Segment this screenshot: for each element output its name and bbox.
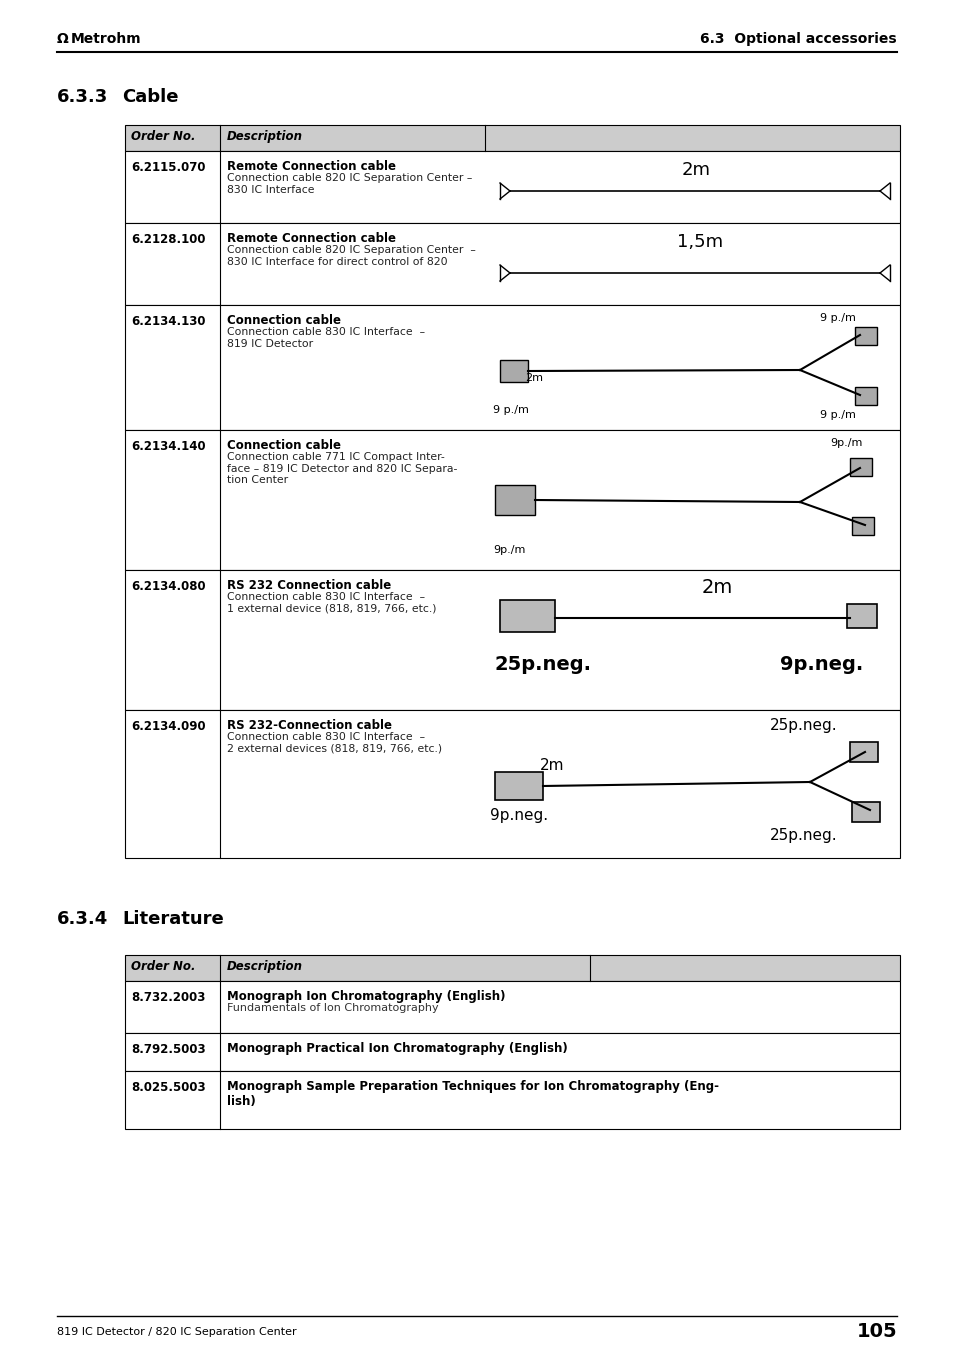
- Bar: [125, 955, 899, 981]
- Text: RS 232 Connection cable: RS 232 Connection cable: [227, 580, 391, 592]
- Bar: [125, 430, 899, 570]
- Text: 9 p./m: 9 p./m: [820, 313, 855, 323]
- Text: Remote Connection cable: Remote Connection cable: [227, 232, 395, 245]
- Text: 9 p./m: 9 p./m: [493, 405, 528, 415]
- Text: Connection cable 820 IC Separation Center –
830 IC Interface: Connection cable 820 IC Separation Cente…: [227, 173, 472, 195]
- Bar: [851, 517, 873, 535]
- Bar: [125, 126, 899, 151]
- Text: RS 232-Connection cable: RS 232-Connection cable: [227, 719, 392, 732]
- Text: 9p./m: 9p./m: [829, 438, 862, 449]
- Text: 8.732.2003: 8.732.2003: [131, 992, 205, 1004]
- Text: Connection cable 830 IC Interface  –
2 external devices (818, 819, 766, etc.): Connection cable 830 IC Interface – 2 ex…: [227, 732, 441, 754]
- Text: 6.2115.070: 6.2115.070: [131, 161, 205, 174]
- Text: 6.3.3: 6.3.3: [57, 88, 108, 105]
- Text: Literature: Literature: [122, 911, 224, 928]
- Bar: [849, 742, 877, 762]
- Bar: [125, 981, 899, 1034]
- Text: Fundamentals of Ion Chromatography: Fundamentals of Ion Chromatography: [227, 1002, 438, 1013]
- Text: 6.2134.140: 6.2134.140: [131, 440, 206, 453]
- Text: 6.2128.100: 6.2128.100: [131, 232, 205, 246]
- Text: 6.3.4: 6.3.4: [57, 911, 108, 928]
- Text: 6.2134.130: 6.2134.130: [131, 315, 205, 328]
- Bar: [846, 604, 876, 628]
- Text: Monograph Practical Ion Chromatography (English): Monograph Practical Ion Chromatography (…: [227, 1042, 567, 1055]
- Text: 9p.neg.: 9p.neg.: [490, 808, 548, 823]
- Text: Remote Connection cable: Remote Connection cable: [227, 159, 395, 173]
- Bar: [854, 386, 876, 405]
- Bar: [849, 458, 871, 476]
- Text: Order No.: Order No.: [131, 130, 195, 143]
- Text: 8.025.5003: 8.025.5003: [131, 1081, 206, 1094]
- Text: 9p./m: 9p./m: [493, 544, 525, 555]
- Text: 6.3  Optional accessories: 6.3 Optional accessories: [700, 32, 896, 46]
- Bar: [125, 711, 899, 858]
- Text: 9 p./m: 9 p./m: [820, 409, 855, 420]
- Bar: [495, 771, 542, 800]
- Text: Description: Description: [227, 130, 303, 143]
- Text: Connection cable 830 IC Interface  –
1 external device (818, 819, 766, etc.): Connection cable 830 IC Interface – 1 ex…: [227, 592, 436, 613]
- Text: 819 IC Detector / 820 IC Separation Center: 819 IC Detector / 820 IC Separation Cent…: [57, 1327, 296, 1337]
- Text: 25p.neg.: 25p.neg.: [495, 655, 592, 674]
- Text: 105: 105: [856, 1323, 896, 1342]
- Bar: [499, 359, 527, 382]
- Bar: [495, 485, 535, 515]
- Text: 6.2134.090: 6.2134.090: [131, 720, 206, 734]
- Text: Connection cable 830 IC Interface  –
819 IC Detector: Connection cable 830 IC Interface – 819 …: [227, 327, 425, 349]
- Text: Order No.: Order No.: [131, 961, 195, 973]
- Bar: [499, 600, 555, 632]
- Bar: [854, 327, 876, 345]
- Text: Monograph Sample Preparation Techniques for Ion Chromatography (Eng-
lish): Monograph Sample Preparation Techniques …: [227, 1079, 719, 1108]
- Text: Connection cable: Connection cable: [227, 439, 340, 453]
- Text: 25p.neg.: 25p.neg.: [769, 717, 837, 734]
- Bar: [125, 151, 899, 223]
- Text: Ω: Ω: [57, 32, 69, 46]
- Text: 9p.neg.: 9p.neg.: [780, 655, 862, 674]
- Text: Description: Description: [227, 961, 303, 973]
- Text: 2m: 2m: [681, 161, 710, 178]
- Bar: [125, 1034, 899, 1071]
- Text: 2m: 2m: [524, 373, 542, 382]
- Bar: [851, 802, 879, 821]
- Bar: [125, 305, 899, 430]
- Text: Metrohm: Metrohm: [71, 32, 141, 46]
- Text: Monograph Ion Chromatography (English): Monograph Ion Chromatography (English): [227, 990, 505, 1002]
- Bar: [125, 570, 899, 711]
- Text: 8.792.5003: 8.792.5003: [131, 1043, 206, 1056]
- Text: Connection cable 771 IC Compact Inter-
face – 819 IC Detector and 820 IC Separa-: Connection cable 771 IC Compact Inter- f…: [227, 453, 456, 485]
- Text: Connection cable: Connection cable: [227, 313, 340, 327]
- Text: 2m: 2m: [539, 758, 564, 773]
- Text: 6.2134.080: 6.2134.080: [131, 580, 206, 593]
- Text: 2m: 2m: [701, 578, 733, 597]
- Bar: [125, 1071, 899, 1129]
- Text: 1,5m: 1,5m: [677, 232, 722, 251]
- Bar: [125, 223, 899, 305]
- Text: Cable: Cable: [122, 88, 178, 105]
- Text: 25p.neg.: 25p.neg.: [769, 828, 837, 843]
- Text: Connection cable 820 IC Separation Center  –
830 IC Interface for direct control: Connection cable 820 IC Separation Cente…: [227, 245, 476, 266]
